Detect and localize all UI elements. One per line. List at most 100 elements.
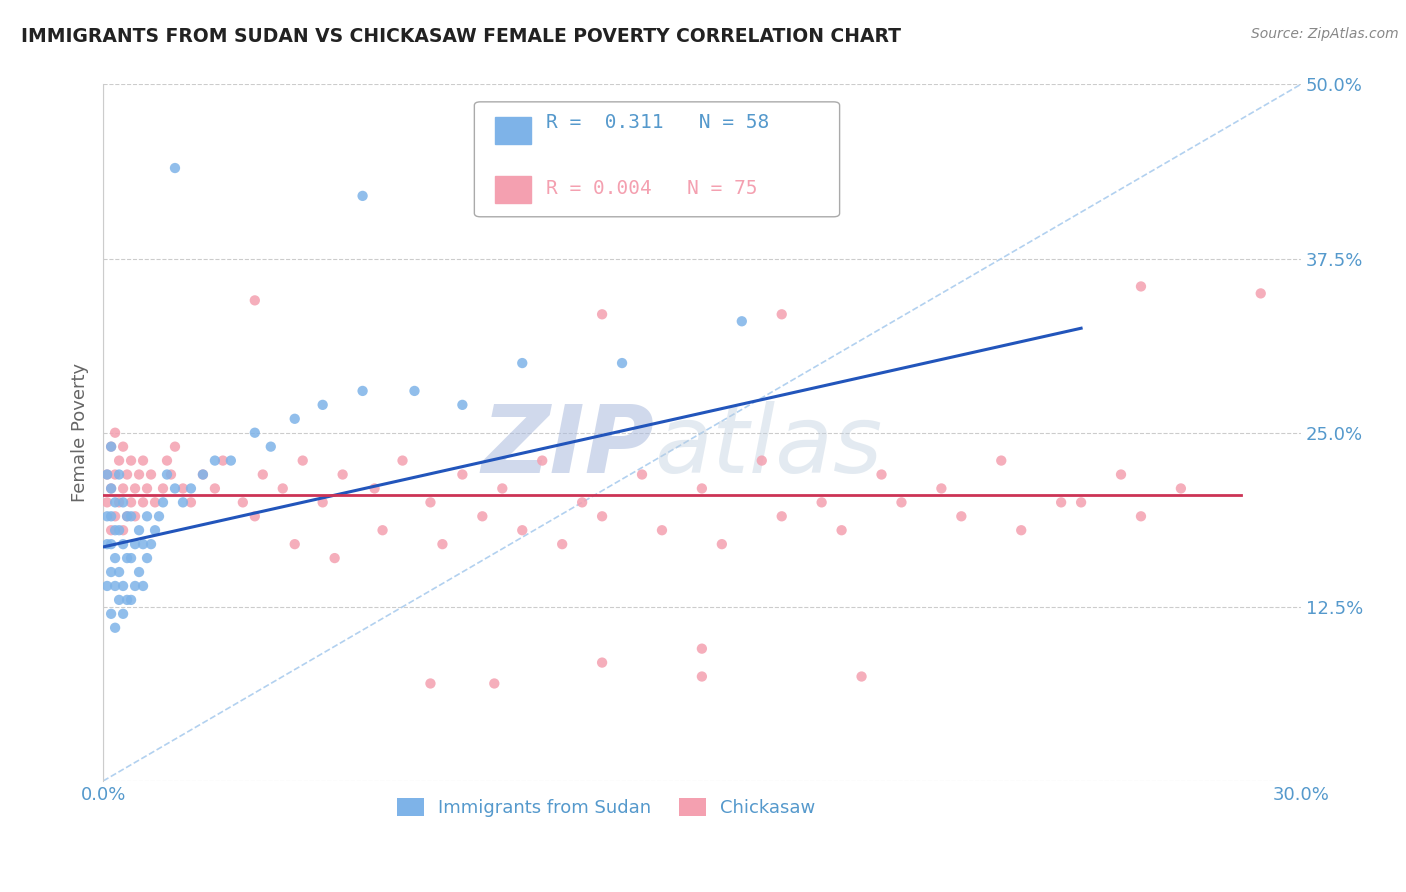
Point xyxy=(96,467,118,482)
Point xyxy=(112,579,135,593)
Point xyxy=(120,593,142,607)
Point xyxy=(128,523,150,537)
Point xyxy=(323,551,346,566)
Point xyxy=(243,425,266,440)
Point xyxy=(115,509,138,524)
Point xyxy=(136,509,159,524)
Point xyxy=(160,467,183,482)
Point xyxy=(751,453,773,467)
Point xyxy=(96,467,118,482)
Point xyxy=(143,495,166,509)
Point xyxy=(104,523,127,537)
Point xyxy=(191,467,214,482)
Point xyxy=(100,440,122,454)
Point xyxy=(219,453,242,467)
Point xyxy=(124,579,146,593)
Point xyxy=(124,482,146,496)
Point xyxy=(371,523,394,537)
Point xyxy=(419,676,441,690)
Point xyxy=(104,509,127,524)
Point xyxy=(104,621,127,635)
Y-axis label: Female Poverty: Female Poverty xyxy=(72,363,89,502)
Point xyxy=(252,467,274,482)
Point xyxy=(243,509,266,524)
Point xyxy=(419,495,441,509)
Point xyxy=(100,565,122,579)
Point xyxy=(451,467,474,482)
Point xyxy=(352,384,374,398)
Point xyxy=(551,537,574,551)
Point xyxy=(731,314,754,328)
Point xyxy=(1250,286,1272,301)
Point xyxy=(115,467,138,482)
Point xyxy=(108,523,131,537)
Point xyxy=(690,669,713,683)
Point xyxy=(132,579,155,593)
Point xyxy=(139,537,162,551)
Point xyxy=(132,495,155,509)
Point xyxy=(631,467,654,482)
Point xyxy=(1109,467,1132,482)
Point xyxy=(180,495,202,509)
Bar xyxy=(495,177,530,202)
Point xyxy=(1070,495,1092,509)
Point xyxy=(591,656,613,670)
Point xyxy=(120,509,142,524)
Point xyxy=(471,509,494,524)
Point xyxy=(271,482,294,496)
Point xyxy=(112,537,135,551)
Point xyxy=(690,641,713,656)
Point xyxy=(212,453,235,467)
Point xyxy=(108,453,131,467)
Point xyxy=(671,133,693,147)
Point xyxy=(124,509,146,524)
Point xyxy=(690,482,713,496)
Point xyxy=(851,669,873,683)
Point xyxy=(115,509,138,524)
Point xyxy=(352,189,374,203)
Point xyxy=(172,482,194,496)
Point xyxy=(890,495,912,509)
Point xyxy=(132,537,155,551)
Point xyxy=(260,440,283,454)
Point xyxy=(104,425,127,440)
Point xyxy=(571,495,593,509)
Point xyxy=(128,467,150,482)
Point xyxy=(163,440,186,454)
Point xyxy=(96,509,118,524)
Point xyxy=(143,523,166,537)
Point xyxy=(491,482,513,496)
Legend: Immigrants from Sudan, Chickasaw: Immigrants from Sudan, Chickasaw xyxy=(389,790,823,824)
Point xyxy=(163,161,186,175)
Point xyxy=(831,523,853,537)
Point xyxy=(96,579,118,593)
Point xyxy=(810,495,832,509)
Point xyxy=(120,453,142,467)
Point xyxy=(531,453,554,467)
Point xyxy=(100,537,122,551)
Text: Source: ZipAtlas.com: Source: ZipAtlas.com xyxy=(1251,27,1399,41)
Point xyxy=(104,467,127,482)
Point xyxy=(120,551,142,566)
Text: IMMIGRANTS FROM SUDAN VS CHICKASAW FEMALE POVERTY CORRELATION CHART: IMMIGRANTS FROM SUDAN VS CHICKASAW FEMAL… xyxy=(21,27,901,45)
Point xyxy=(100,607,122,621)
Point xyxy=(332,467,354,482)
Point xyxy=(1050,495,1073,509)
Point xyxy=(132,453,155,467)
Point xyxy=(96,495,118,509)
Point xyxy=(484,676,506,690)
Point xyxy=(156,467,179,482)
Point xyxy=(163,482,186,496)
Point xyxy=(112,482,135,496)
FancyBboxPatch shape xyxy=(474,102,839,217)
Point xyxy=(363,482,385,496)
Point xyxy=(931,482,953,496)
Point xyxy=(950,509,973,524)
Point xyxy=(1130,509,1153,524)
Point xyxy=(104,579,127,593)
Point xyxy=(139,467,162,482)
Point xyxy=(510,523,533,537)
Point xyxy=(311,398,333,412)
Point xyxy=(432,537,454,551)
Text: R = 0.004   N = 75: R = 0.004 N = 75 xyxy=(546,179,758,198)
